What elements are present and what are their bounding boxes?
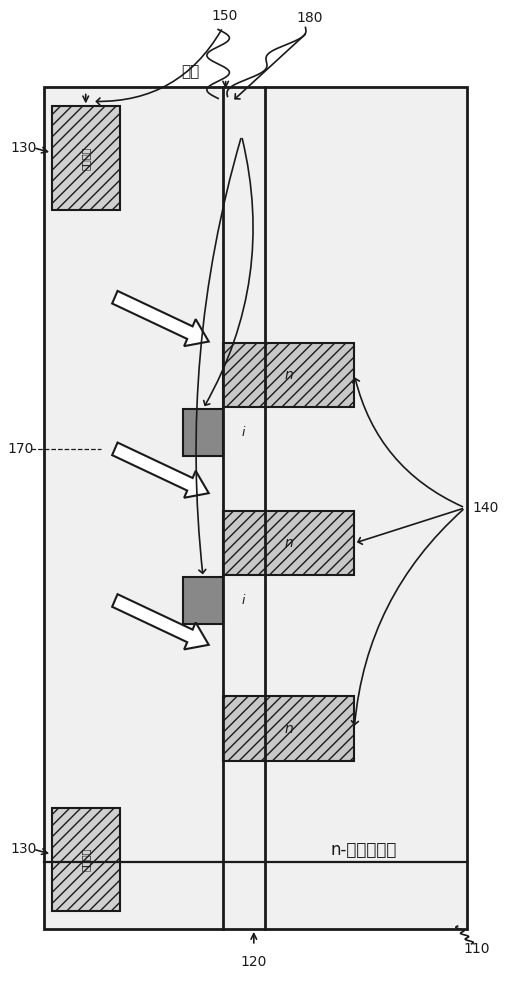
Text: 130: 130 — [11, 141, 37, 155]
Bar — [223, 511, 354, 575]
Text: 介电: 介电 — [181, 64, 199, 79]
Text: 120: 120 — [241, 955, 267, 969]
Text: 170: 170 — [8, 442, 34, 456]
Text: 140: 140 — [473, 501, 499, 515]
Bar — [184, 409, 223, 456]
Bar — [223, 696, 354, 761]
FancyArrow shape — [112, 291, 209, 346]
Bar — [223, 343, 354, 407]
Text: 180: 180 — [297, 11, 323, 25]
Text: n: n — [284, 722, 293, 736]
Text: 阻挡金属: 阻挡金属 — [81, 146, 91, 170]
Bar — [52, 808, 120, 911]
Text: n: n — [284, 536, 293, 550]
Bar — [52, 106, 120, 210]
Bar — [184, 577, 223, 624]
Text: 150: 150 — [211, 9, 238, 23]
Text: 阻挡金属: 阻挡金属 — [81, 848, 91, 871]
Text: 130: 130 — [11, 842, 37, 856]
FancyArrow shape — [112, 443, 209, 498]
Text: 110: 110 — [463, 942, 490, 956]
FancyArrow shape — [112, 594, 209, 649]
Bar — [45, 87, 467, 929]
Text: i: i — [242, 594, 245, 607]
Text: n-层（阴极）: n-层（阴极） — [331, 841, 397, 859]
Text: n: n — [284, 368, 293, 382]
Text: i: i — [242, 426, 245, 439]
